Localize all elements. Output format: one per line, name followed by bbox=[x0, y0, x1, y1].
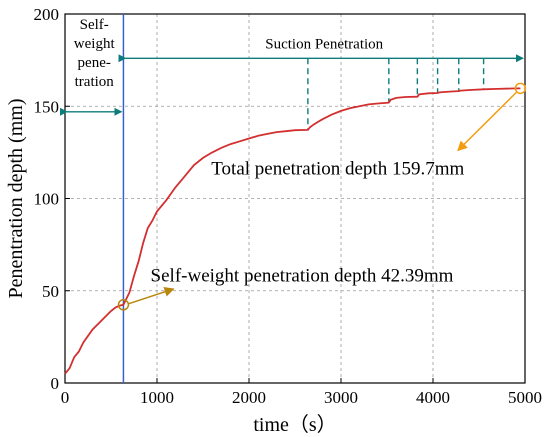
total-depth-marker bbox=[514, 82, 527, 95]
y-tick-label: 100 bbox=[34, 190, 60, 209]
self-weight-depth-marker bbox=[117, 299, 130, 311]
y-tick-label: 50 bbox=[42, 282, 59, 301]
self-weight-label-line: Self- bbox=[80, 17, 109, 33]
total-depth-arrow bbox=[457, 91, 517, 152]
x-tick-label: 4000 bbox=[416, 388, 450, 407]
self-weight-label-line: weight bbox=[74, 36, 116, 52]
penetration-depth-series-line bbox=[64, 87, 521, 375]
self-weight-penetration-label: Self-weight pene-tration bbox=[74, 17, 116, 90]
x-tick-label: 2000 bbox=[232, 388, 266, 407]
x-axis-ticks: 0 1000 2000 3000 4000 5000 bbox=[61, 378, 542, 407]
self-weight-label-line: tration bbox=[75, 74, 115, 90]
self-weight-label-line: pene- bbox=[78, 55, 111, 71]
grid-lines bbox=[65, 14, 525, 383]
x-tick-label: 1000 bbox=[140, 388, 174, 407]
y-axis-ticks: 0 50 100 150 200 bbox=[34, 5, 70, 393]
self-weight-depth-arrow bbox=[128, 286, 175, 305]
suction-penetration-label: Suction Penetration bbox=[265, 36, 383, 52]
total-depth-annotation: Total penetration depth 159.7mm bbox=[211, 159, 464, 180]
self-weight-depth-annotation: Self-weight penetration depth 42.39mm bbox=[151, 266, 454, 287]
y-tick-label: 150 bbox=[34, 97, 60, 116]
stage-marker-lines bbox=[307, 58, 485, 130]
x-axis-title: time（s） bbox=[253, 413, 336, 436]
x-tick-label: 3000 bbox=[324, 388, 358, 407]
y-tick-label: 0 bbox=[51, 374, 60, 393]
y-tick-label: 200 bbox=[34, 5, 60, 24]
x-tick-label: 5000 bbox=[508, 388, 542, 407]
x-tick-label: 0 bbox=[61, 388, 70, 407]
y-axis-title: Penentration depth (mm) bbox=[5, 99, 27, 299]
